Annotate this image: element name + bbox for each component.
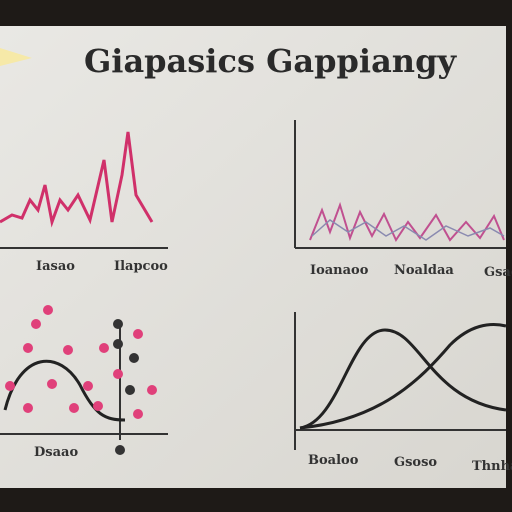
x-label: Thnhabo: [472, 459, 512, 474]
x-label: Gsoso: [394, 455, 437, 470]
panel-top-left: Iasao Ilapcoo: [0, 131, 168, 274]
curve: [3, 359, 126, 422]
title: Giapasics Gappiangy: [84, 42, 457, 80]
screen: [0, 26, 506, 488]
panel-top-right: Ioanaoo Noaldaa Gsao: [294, 120, 512, 280]
points: [113, 319, 139, 455]
x-label: Ioanaoo: [310, 263, 369, 278]
line: [311, 219, 505, 241]
panel-bottom-right: Boaloo Gsoso Thnhabo: [294, 312, 512, 474]
curve: [299, 328, 507, 430]
x-label: Dsaao: [34, 445, 78, 460]
panel-bottom-left: Dsaao: [0, 305, 168, 460]
line: [309, 201, 505, 243]
glare: [0, 48, 32, 66]
x-label: Gsao: [484, 265, 512, 280]
line: [0, 131, 154, 228]
x-label: Noaldaa: [394, 263, 454, 278]
x-label: Iasao: [36, 259, 75, 274]
x-label: Ilapcoo: [114, 259, 168, 274]
points: [5, 305, 157, 419]
x-label: Boaloo: [308, 453, 359, 468]
curve: [299, 322, 507, 430]
